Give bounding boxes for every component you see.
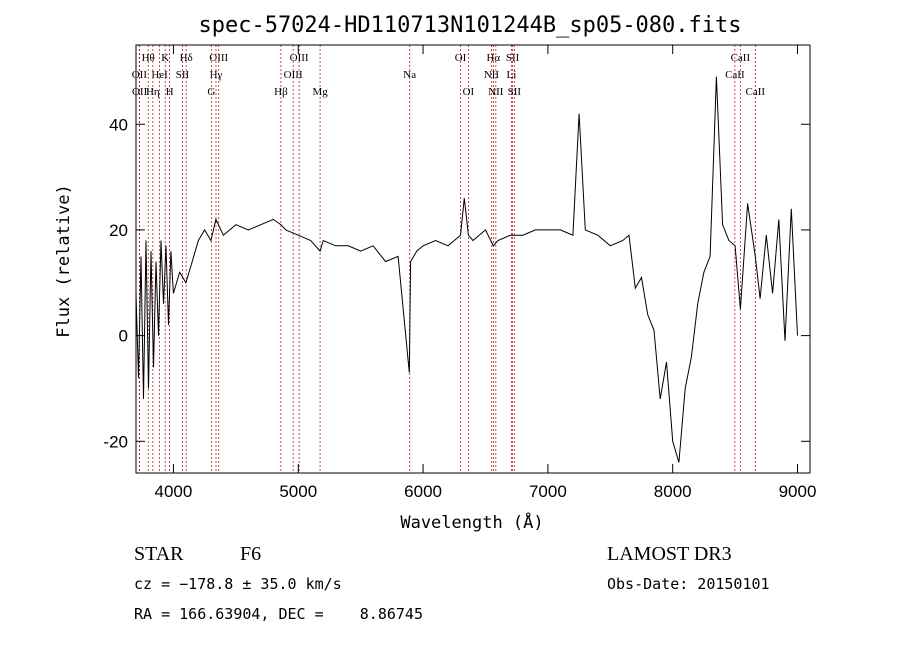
line-marker-label: CaII [725,69,745,81]
y-tick-label: 20 [109,221,128,240]
x-axis-label: Wavelength (Å) [400,511,543,533]
x-tick-label: 9000 [779,482,817,501]
line-marker-label: Hδ [180,52,193,64]
object-class: STAR [134,543,184,565]
spectral-subclass: F6 [240,543,261,565]
y-tick-label: 40 [109,115,128,134]
axis-ticks: 4000 5000 6000 7000 8000 9000 -20 0 20 40 [103,45,816,501]
line-marker-label: G [207,86,215,98]
x-tick-label: 4000 [155,482,193,501]
line-marker-label: NII [488,86,504,98]
line-marker-label: Hθ [142,52,155,64]
y-axis-label: Flux (relative) [54,184,74,338]
line-marker-label: SII [506,52,520,64]
line-marker-label: OI [463,86,475,98]
line-marker-label: CaII [746,86,766,98]
spectrum-line [135,76,798,463]
line-marker-label: CaII [731,52,751,64]
line-marker-label: Na [403,69,416,81]
y-tick-label: -20 [103,432,128,451]
redshift-cz: cz = −178.8 ± 35.0 km/s [134,575,342,593]
line-marker-label: Li [507,69,517,81]
line-marker-label: H [166,86,174,98]
line-marker-label: OIII [290,52,309,64]
line-marker-label: OI [455,52,467,64]
survey-name: LAMOST DR3 [607,543,732,565]
coordinates: RA = 166.63904, DEC = 8.86745 [134,605,423,623]
line-marker-label: Mg [312,86,328,98]
line-marker-label: Hη [146,86,160,98]
line-marker-label: OIII [284,69,303,81]
plot-area [135,44,811,474]
line-marker-label: K [161,52,169,64]
line-marker-label: OIII [209,52,228,64]
line-marker-label: NII [484,69,500,81]
chart-title: spec-57024-HD110713N101244B_sp05-080.fit… [198,13,741,38]
line-marker-label: HeI [151,69,168,81]
x-tick-label: 8000 [654,482,692,501]
line-marker-label: Hγ [210,69,223,81]
y-tick-label: 0 [119,327,128,346]
observation-date: Obs-Date: 20150101 [607,575,770,593]
x-tick-label: 6000 [404,482,442,501]
line-marker-label: SII [508,86,522,98]
line-marker-label: SII [176,69,190,81]
plot-frame [135,44,811,474]
x-tick-label: 5000 [279,482,317,501]
x-tick-label: 7000 [529,482,567,501]
line-marker-label: Hβ [274,86,288,98]
line-marker-label: Hα [486,52,500,64]
